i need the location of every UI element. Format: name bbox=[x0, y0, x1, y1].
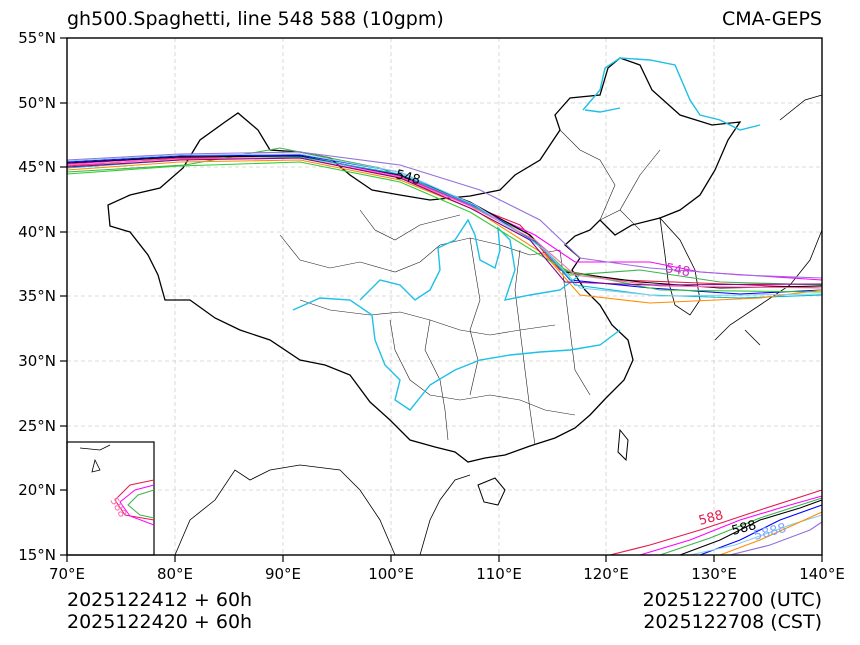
init-utc: 2025122412 + 60h bbox=[67, 589, 253, 611]
japan-islands bbox=[714, 94, 823, 346]
contour-548 bbox=[66, 147, 823, 304]
taiwan-island bbox=[617, 428, 629, 462]
xtick-label: 90°E bbox=[264, 565, 302, 583]
ytick-label: 45°N bbox=[18, 158, 56, 176]
valid-time-block: 2025122700 (UTC) 2025122708 (CST) bbox=[643, 589, 822, 633]
xtick-label: 120°E bbox=[583, 565, 629, 583]
init-cst: 2025122420 + 60h bbox=[67, 611, 253, 633]
label-548-magenta: 548 bbox=[664, 261, 691, 280]
label-588-red: 588 bbox=[697, 508, 725, 529]
xtick-label: 130°E bbox=[691, 565, 737, 583]
ytick-label: 15°N bbox=[18, 546, 56, 564]
xtick-label: 140°E bbox=[799, 565, 845, 583]
xtick-label: 80°E bbox=[156, 565, 194, 583]
ytick-label: 55°N bbox=[18, 29, 56, 47]
ytick-label: 50°N bbox=[18, 94, 56, 112]
valid-utc: 2025122700 (UTC) bbox=[642, 589, 822, 611]
label-548: 548 bbox=[394, 167, 422, 188]
model-name: CMA-GEPS bbox=[721, 8, 822, 30]
xtick-label: 70°E bbox=[48, 565, 86, 583]
contour-labels: 548 548 588 588 5888 bbox=[394, 167, 788, 543]
ytick-label: 40°N bbox=[18, 223, 56, 241]
hainan-island bbox=[477, 477, 506, 506]
tick-marks bbox=[60, 37, 823, 562]
init-time-block: 2025122412 + 60h 2025122420 + 60h bbox=[67, 589, 252, 633]
xtick-label: 100°E bbox=[368, 565, 414, 583]
ytick-label: 20°N bbox=[18, 481, 56, 499]
country-border bbox=[107, 57, 742, 463]
inset-map: 588 bbox=[66, 441, 155, 556]
gridlines bbox=[67, 38, 822, 555]
contour-588 bbox=[609, 489, 823, 556]
ytick-label: 25°N bbox=[18, 417, 56, 435]
valid-cst: 2025122708 (CST) bbox=[643, 611, 822, 633]
rivers bbox=[292, 57, 761, 411]
province-borders bbox=[279, 129, 661, 446]
korea-peninsula bbox=[659, 216, 701, 316]
xtick-label: 110°E bbox=[476, 565, 522, 583]
ytick-label: 35°N bbox=[18, 287, 56, 305]
ytick-label: 30°N bbox=[18, 352, 56, 370]
label-588-black: 588 bbox=[730, 518, 758, 539]
indochina-coast bbox=[174, 464, 471, 556]
chart-title: gh500.Spaghetti, line 548 588 (10gpm) bbox=[67, 8, 444, 30]
